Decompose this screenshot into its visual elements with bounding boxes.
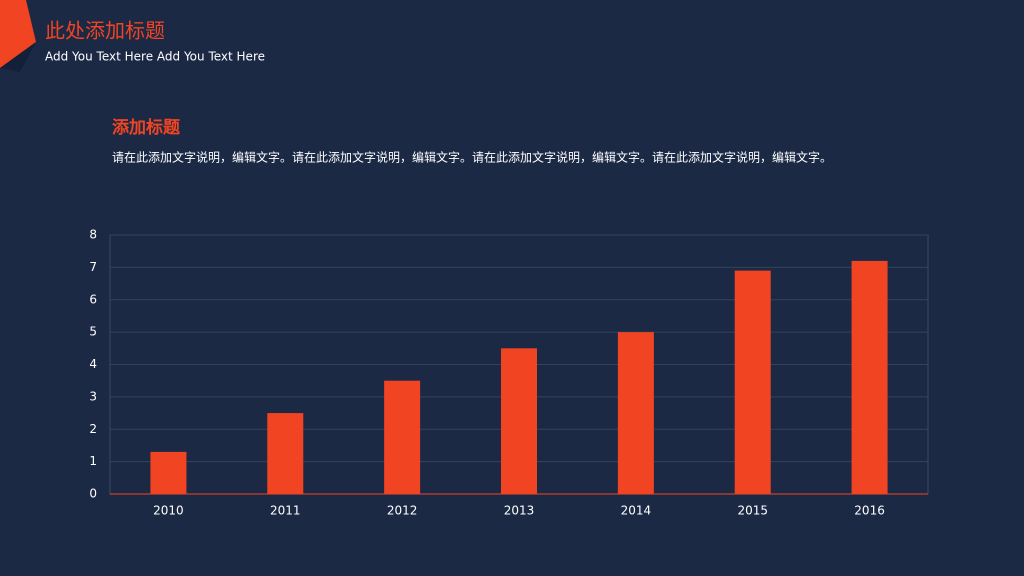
y-tick-label: 4 bbox=[89, 357, 97, 371]
slide-subtitle: Add You Text Here Add You Text Here bbox=[45, 50, 265, 64]
corner-accent bbox=[0, 0, 36, 68]
y-tick-label: 3 bbox=[89, 389, 97, 403]
x-tick-label: 2013 bbox=[504, 504, 535, 518]
bar bbox=[851, 260, 888, 494]
section-title: 添加标题 bbox=[112, 117, 181, 138]
y-tick-label: 7 bbox=[89, 260, 97, 274]
y-tick-label: 8 bbox=[89, 228, 97, 242]
x-tick-label: 2012 bbox=[387, 504, 418, 518]
y-tick-label: 0 bbox=[89, 487, 97, 501]
bar bbox=[501, 348, 537, 494]
y-tick-label: 2 bbox=[89, 422, 97, 436]
x-tick-label: 2015 bbox=[737, 504, 768, 518]
x-tick-label: 2010 bbox=[153, 504, 184, 518]
y-tick-label: 5 bbox=[89, 325, 97, 339]
bar bbox=[150, 451, 187, 494]
section-text: 请在此添加文字说明，编辑文字。请在此添加文字说明，编辑文字。请在此添加文字说明，… bbox=[112, 150, 832, 165]
x-tick-label: 2014 bbox=[621, 504, 652, 518]
bar bbox=[267, 413, 304, 494]
bar bbox=[617, 332, 654, 494]
y-tick-label: 6 bbox=[89, 292, 97, 306]
bar bbox=[734, 270, 771, 494]
y-tick-label: 1 bbox=[89, 454, 97, 468]
x-tick-label: 2016 bbox=[854, 504, 885, 518]
corner-shadow bbox=[0, 42, 36, 72]
x-tick-label: 2011 bbox=[270, 504, 301, 518]
bar bbox=[384, 380, 421, 494]
slide-title: 此处添加标题 bbox=[45, 19, 165, 43]
